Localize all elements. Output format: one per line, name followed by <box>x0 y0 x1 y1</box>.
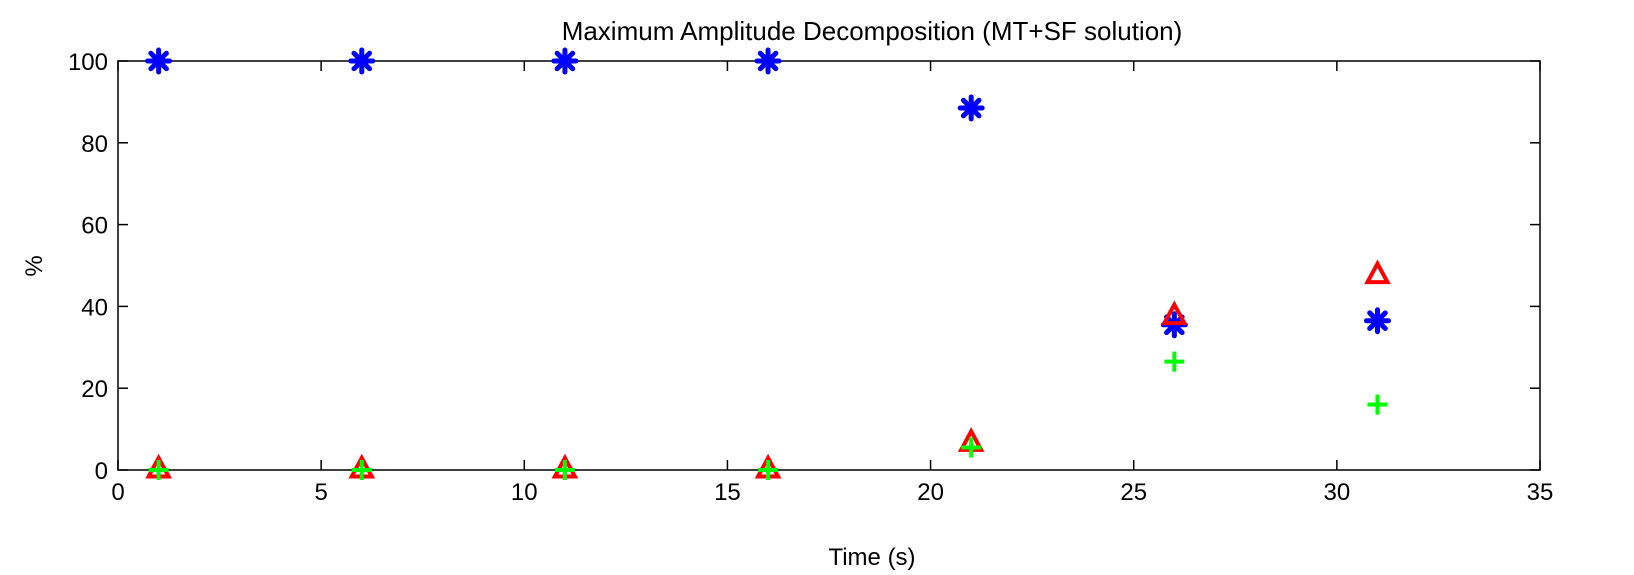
asterisk-marker <box>754 47 782 75</box>
triangle-marker <box>1160 300 1188 326</box>
x-tick: 5 <box>314 61 328 506</box>
x-tick-label: 35 <box>1527 479 1554 506</box>
x-tick-label: 20 <box>917 479 944 506</box>
asterisk-marker <box>348 47 376 75</box>
x-tick-label: 25 <box>1120 479 1147 506</box>
x-tick: 10 <box>511 61 538 506</box>
x-tick-label: 30 <box>1324 479 1351 506</box>
x-tick: 25 <box>1120 61 1147 506</box>
y-tick-label: 80 <box>81 131 108 158</box>
asterisk-marker <box>1363 307 1391 335</box>
y-tick: 0 <box>95 458 1540 485</box>
y-tick: 80 <box>81 131 1540 158</box>
triangle-marker <box>1364 259 1391 285</box>
y-tick: 20 <box>81 376 1540 403</box>
plus-marker <box>148 460 169 480</box>
asterisk-marker <box>551 47 579 75</box>
plus-marker <box>1164 351 1185 372</box>
plus-marker <box>554 460 575 480</box>
y-tick-label: 60 <box>81 213 108 240</box>
x-tick-label: 5 <box>314 479 327 506</box>
x-tick: 35 <box>1527 61 1554 506</box>
chart-title: Maximum Amplitude Decomposition (MT+SF s… <box>562 16 1183 46</box>
y-tick: 60 <box>81 213 1540 240</box>
axis-ticks: 0 5 10 15 20 25 30 35 0 20 40 60 80 100 <box>68 49 1553 506</box>
y-tick-label: 40 <box>81 294 108 321</box>
plus-marker <box>1367 394 1388 415</box>
y-tick: 100 <box>68 49 1540 76</box>
x-tick: 20 <box>917 61 944 506</box>
x-axis-label: Time (s) <box>828 544 915 571</box>
asterisk-marker <box>145 47 173 75</box>
plus-marker <box>351 460 372 480</box>
y-tick-label: 100 <box>68 49 108 76</box>
y-tick: 40 <box>81 294 1540 321</box>
x-tick: 15 <box>714 61 741 506</box>
plus-marker <box>961 437 982 458</box>
plot-area <box>117 60 1541 471</box>
x-tick-label: 0 <box>111 479 124 506</box>
asterisk-marker <box>957 94 985 122</box>
y-tick-label: 20 <box>81 376 108 403</box>
data-markers <box>145 47 1391 480</box>
y-axis-label: % <box>21 255 48 276</box>
x-tick: 30 <box>1324 61 1351 506</box>
x-tick-label: 10 <box>511 479 538 506</box>
y-tick-label: 0 <box>95 458 108 485</box>
plus-marker <box>758 460 779 480</box>
x-tick: 0 <box>111 61 125 506</box>
x-tick-label: 15 <box>714 479 741 506</box>
